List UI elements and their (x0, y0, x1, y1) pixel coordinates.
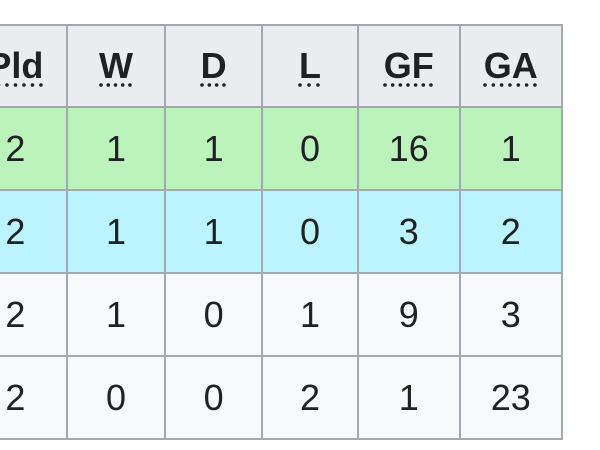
cell-pld: 2 (0, 106, 68, 191)
table-row: 2 1 1 0 3 2 (0, 189, 564, 274)
header-ga-abbr[interactable]: GA (483, 45, 538, 86)
cell-gf: 9 (356, 272, 461, 357)
table-row: 2 1 0 1 9 3 (0, 272, 564, 357)
header-w-abbr[interactable]: W (99, 45, 133, 86)
table-row: 2 1 1 0 16 1 (0, 106, 564, 191)
header-d: D (164, 24, 263, 108)
header-d-abbr[interactable]: D (200, 45, 227, 86)
cell-w: 1 (65, 106, 167, 191)
header-gf-abbr[interactable]: GF (383, 45, 434, 86)
header-pld: Pld (0, 24, 68, 108)
header-row: Pld W D L GF GA (0, 24, 564, 108)
cell-d: 0 (164, 355, 263, 440)
cell-pld: 2 (0, 272, 68, 357)
standings-table: Pld W D L GF GA 2 1 1 0 16 1 2 1 1 0 (0, 24, 564, 440)
cell-d: 0 (164, 272, 263, 357)
cell-pld: 2 (0, 189, 68, 274)
header-pld-abbr[interactable]: Pld (0, 45, 44, 86)
cell-d: 1 (164, 106, 263, 191)
cell-gf: 3 (356, 189, 461, 274)
cell-l: 0 (260, 189, 359, 274)
header-w: W (65, 24, 167, 108)
table-row: 2 0 0 2 1 23 (0, 355, 564, 440)
cell-w: 0 (65, 355, 167, 440)
cell-gf: 16 (356, 106, 461, 191)
cell-d: 1 (164, 189, 263, 274)
cell-w: 1 (65, 189, 167, 274)
cell-gf: 1 (356, 355, 461, 440)
cell-ga: 1 (458, 106, 564, 191)
header-ga: GA (458, 24, 564, 108)
cell-ga: 3 (458, 272, 564, 357)
header-l: L (260, 24, 359, 108)
header-gf: GF (356, 24, 461, 108)
cell-ga: 23 (458, 355, 564, 440)
cell-l: 0 (260, 106, 359, 191)
cell-w: 1 (65, 272, 167, 357)
cell-ga: 2 (458, 189, 564, 274)
cell-pld: 2 (0, 355, 68, 440)
header-l-abbr[interactable]: L (298, 45, 321, 86)
cell-l: 1 (260, 272, 359, 357)
cell-l: 2 (260, 355, 359, 440)
